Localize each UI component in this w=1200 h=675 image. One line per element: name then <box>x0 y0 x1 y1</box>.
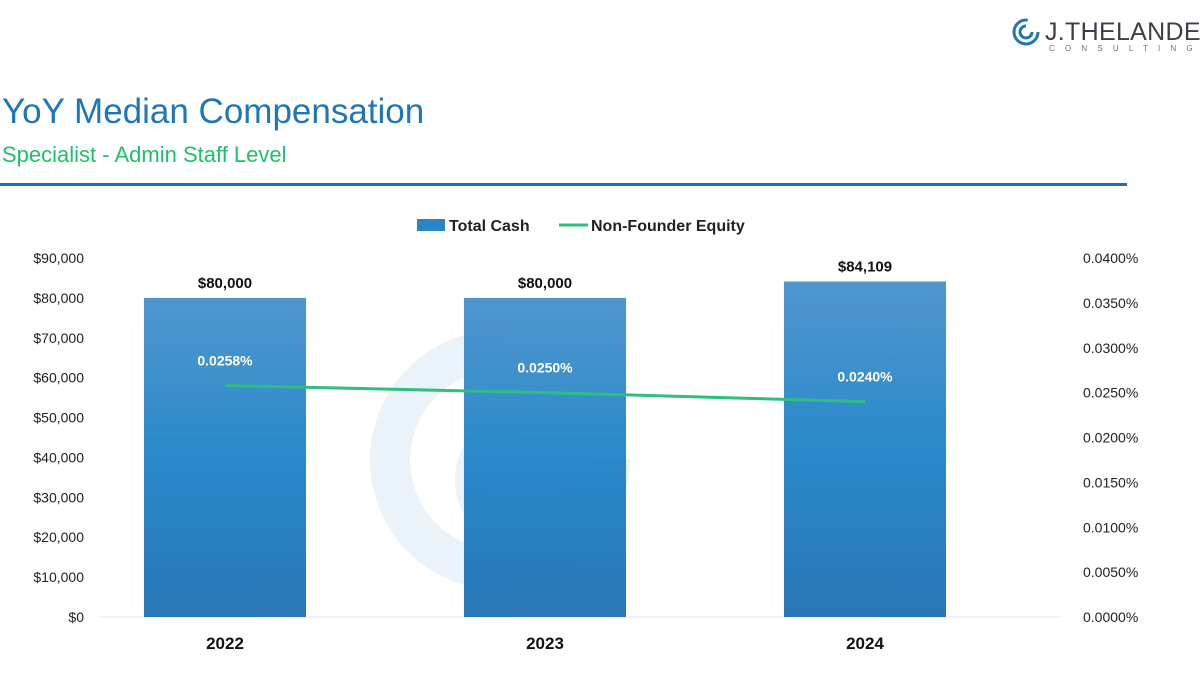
y-left-tick-label: $80,000 <box>33 290 84 306</box>
y-right-tick-label: 0.0400% <box>1083 250 1138 266</box>
y-left-tick-label: $0 <box>68 609 84 625</box>
legend-swatch-total-cash <box>417 219 445 231</box>
y-right-tick-label: 0.0350% <box>1083 295 1138 311</box>
y-left-tick-label: $50,000 <box>33 410 84 426</box>
y-right-tick-label: 0.0050% <box>1083 564 1138 580</box>
y-right-tick-label: 0.0250% <box>1083 385 1138 401</box>
y-left-tick-label: $10,000 <box>33 569 84 585</box>
line-value-label: 0.0250% <box>517 360 573 376</box>
line-non-founder-equity <box>224 383 866 404</box>
compensation-chart: $0 $10,000 $20,000 $30,000 $40,000 $50,000 $60… <box>33 218 1138 653</box>
logo-tagline: CONSULTING <box>1049 44 1200 53</box>
bar-value-label: $84,109 <box>838 258 892 275</box>
page-title: YoY Median Compensation <box>2 92 425 131</box>
bar-total-cash <box>464 297 626 617</box>
y-left-tick-label: $70,000 <box>33 330 84 346</box>
y-left-tick-label: $60,000 <box>33 370 84 386</box>
bar-total-cash <box>784 281 946 617</box>
y-right-tick-label: 0.0150% <box>1083 474 1138 490</box>
page-subtitle: Specialist - Admin Staff Level <box>2 142 287 167</box>
legend-label-total-cash: Total Cash <box>449 218 530 235</box>
y-left-tick-label: $20,000 <box>33 529 84 545</box>
legend-label-equity: Non-Founder Equity <box>591 218 745 235</box>
x-category-label: 2023 <box>526 634 564 653</box>
y-right-tick-label: 0.0000% <box>1083 609 1138 625</box>
spiral-logo-icon <box>1012 18 1040 46</box>
y-right-tick-label: 0.0300% <box>1083 340 1138 356</box>
y-right-tick-label: 0.0200% <box>1083 430 1138 446</box>
logo-name: J.THELANDER <box>1045 18 1200 46</box>
bar-value-label: $80,000 <box>198 275 252 292</box>
line-value-label: 0.0240% <box>837 369 893 385</box>
y-left-tick-label: $30,000 <box>33 489 84 505</box>
x-category-label: 2022 <box>206 634 244 653</box>
y-left-tick-label: $40,000 <box>33 449 84 465</box>
line-value-label: 0.0258% <box>197 352 253 368</box>
y-right-tick-label: 0.0100% <box>1083 519 1138 535</box>
bar-value-label: $80,000 <box>518 275 572 292</box>
bar-total-cash <box>144 297 306 617</box>
title-divider <box>0 183 1127 186</box>
company-logo: J.THELANDER CONSULTING <box>1012 14 1200 54</box>
y-left-tick-label: $90,000 <box>33 250 84 266</box>
x-category-label: 2024 <box>846 634 884 653</box>
